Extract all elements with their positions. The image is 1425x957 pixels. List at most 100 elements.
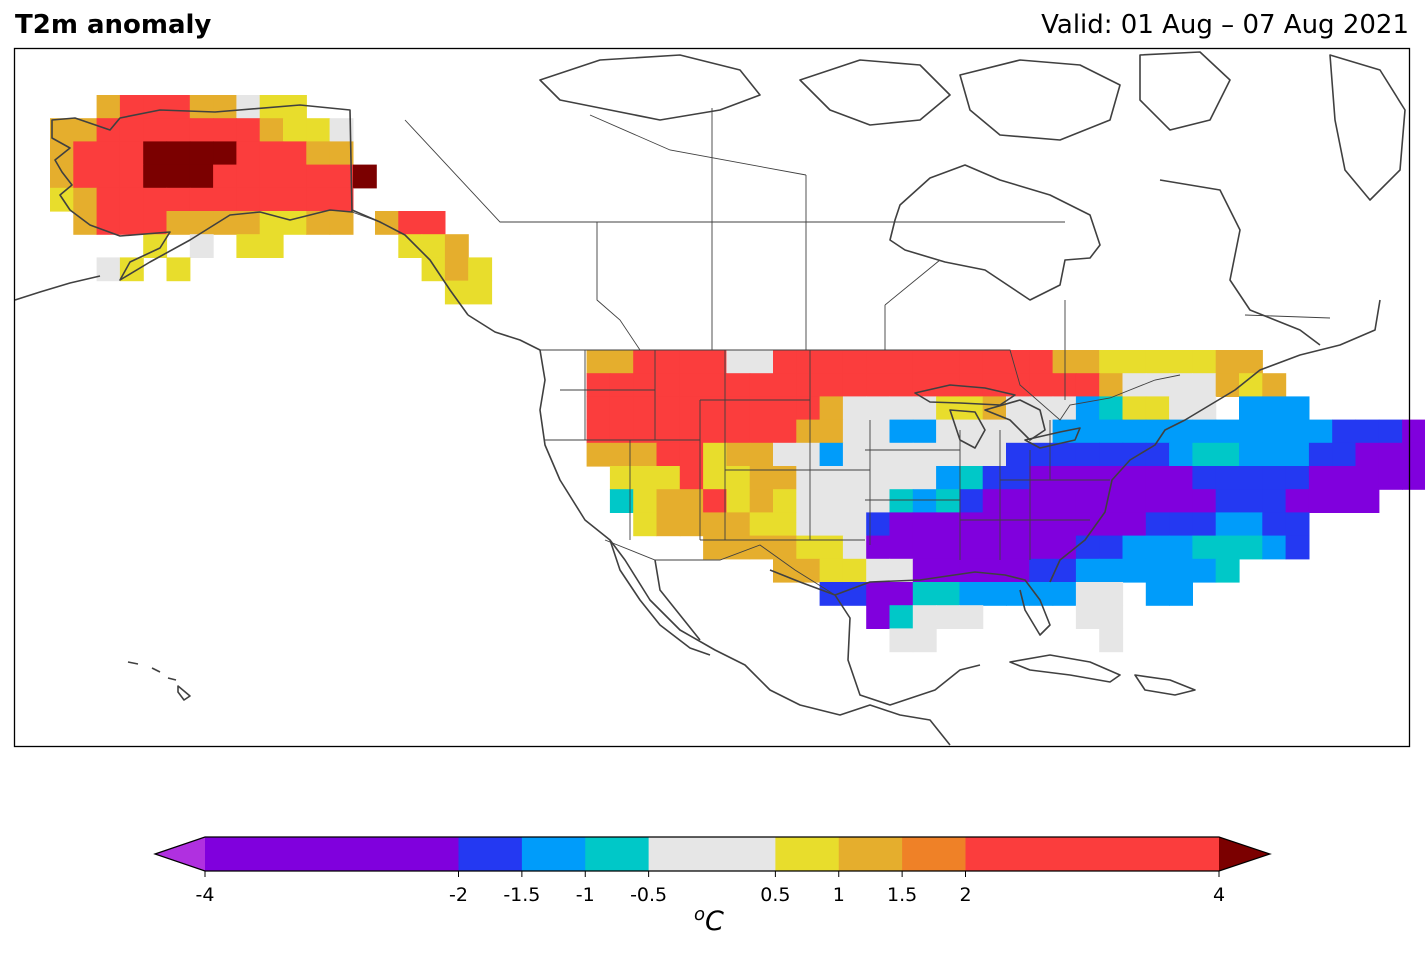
anomaly-cell (796, 373, 821, 397)
anomaly-cell (773, 419, 797, 444)
anomaly-cell (773, 442, 797, 467)
anomaly-cell (96, 141, 121, 166)
anomaly-cell (982, 350, 1007, 374)
anomaly-cell (1285, 466, 1310, 490)
anomaly-cell (1192, 489, 1217, 513)
anomaly-cell (1075, 442, 1100, 467)
anomaly-cell (329, 118, 354, 142)
anomaly-cell (889, 373, 914, 397)
unit-degree: o (694, 904, 706, 925)
anomaly-cell (749, 350, 774, 374)
anomaly-cell (982, 466, 1007, 490)
anomaly-cell (1145, 466, 1170, 490)
anomaly-cell (1402, 442, 1425, 467)
anomaly-cell (889, 628, 914, 653)
anomaly-cell (1285, 512, 1310, 537)
anomaly-cell (119, 187, 144, 212)
anomaly-cell (796, 558, 821, 583)
anomaly-cell (656, 512, 681, 537)
anomaly-cell (1099, 628, 1124, 653)
anomaly-cell (1378, 419, 1403, 444)
anomaly-cell (1378, 442, 1403, 467)
anomaly-cell (96, 164, 121, 189)
anomaly-cell (936, 350, 960, 374)
anomaly-cell (912, 582, 937, 606)
anomaly-cell (236, 95, 261, 119)
colorbar-unit-label: oC (694, 904, 724, 937)
anomaly-cell (1262, 442, 1287, 467)
anomaly-cell (679, 350, 704, 374)
anomaly-cell (982, 558, 1007, 583)
anomaly-cell (1192, 350, 1217, 374)
anomaly-cell (1239, 419, 1263, 444)
anomaly-cell (959, 442, 984, 467)
colorbar-tick-label: 1.5 (887, 884, 917, 906)
anomaly-cell (1262, 512, 1287, 537)
anomaly-cell (283, 141, 307, 166)
anomaly-cell (213, 118, 237, 142)
anomaly-cell (633, 350, 658, 374)
anomaly-cell (912, 489, 937, 513)
anomaly-cell (306, 211, 331, 235)
anomaly-cell (796, 419, 821, 444)
anomaly-cell (1006, 419, 1030, 444)
anomaly-cell (656, 373, 681, 397)
anomaly-cell (189, 164, 214, 189)
anomaly-cell (1239, 442, 1263, 467)
anomaly-cell (703, 419, 727, 444)
anomaly-cell (1215, 512, 1240, 537)
anomaly-cell (1169, 350, 1193, 374)
anomaly-cell (842, 350, 867, 374)
anomaly-cell (679, 512, 704, 537)
anomaly-cell (866, 442, 891, 467)
anomaly-cell (50, 164, 74, 189)
anomaly-cell (306, 187, 331, 212)
anomaly-cell (982, 419, 1007, 444)
anomaly-cell (213, 164, 237, 189)
anomaly-cell (609, 442, 634, 467)
anomaly-cell (842, 535, 867, 560)
anomaly-cell (703, 512, 727, 537)
colorbar-over-arrow (1219, 837, 1270, 871)
anomaly-cell (1145, 373, 1170, 397)
anomaly-cell (703, 373, 727, 397)
anomaly-cell (749, 489, 774, 513)
anomaly-cell (1075, 605, 1100, 629)
anomaly-cell (1262, 466, 1287, 490)
anomaly-cell (143, 211, 168, 235)
anomaly-cell (236, 234, 261, 258)
anomaly-cell (1006, 582, 1030, 606)
anomaly-cell (819, 396, 844, 421)
anomaly-cell (819, 442, 844, 467)
anomaly-cell (1122, 558, 1147, 583)
colorbar-bin (838, 837, 903, 871)
anomaly-cell (959, 489, 984, 513)
anomaly-cell (1029, 466, 1054, 490)
anomaly-cell (796, 512, 821, 537)
anomaly-cell (1122, 535, 1147, 560)
anomaly-cell (1029, 535, 1054, 560)
anomaly-cell (468, 257, 493, 282)
anomaly-cell (468, 280, 493, 305)
anomaly-cell (1285, 442, 1310, 467)
anomaly-cell (889, 419, 914, 444)
anomaly-cell (444, 257, 469, 282)
anomaly-cell (819, 466, 844, 490)
map-frame (13, 47, 1411, 748)
anomaly-cell (866, 489, 891, 513)
anomaly-cell (166, 141, 191, 166)
anomaly-cell (679, 419, 704, 444)
anomaly-cell (1122, 350, 1147, 374)
anomaly-cell (912, 535, 937, 560)
anomaly-cell (819, 558, 844, 583)
anomaly-cell (889, 512, 914, 537)
anomaly-cell (679, 396, 704, 421)
unit-symbol: C (705, 906, 724, 937)
anomaly-cell (982, 582, 1007, 606)
anomaly-cell (1099, 558, 1124, 583)
colorbar-bin (775, 837, 840, 871)
anomaly-cell (842, 582, 867, 606)
anomaly-cell (656, 466, 681, 490)
anomaly-cell (982, 489, 1007, 513)
colorbar-tick-label: -1.5 (503, 884, 540, 906)
